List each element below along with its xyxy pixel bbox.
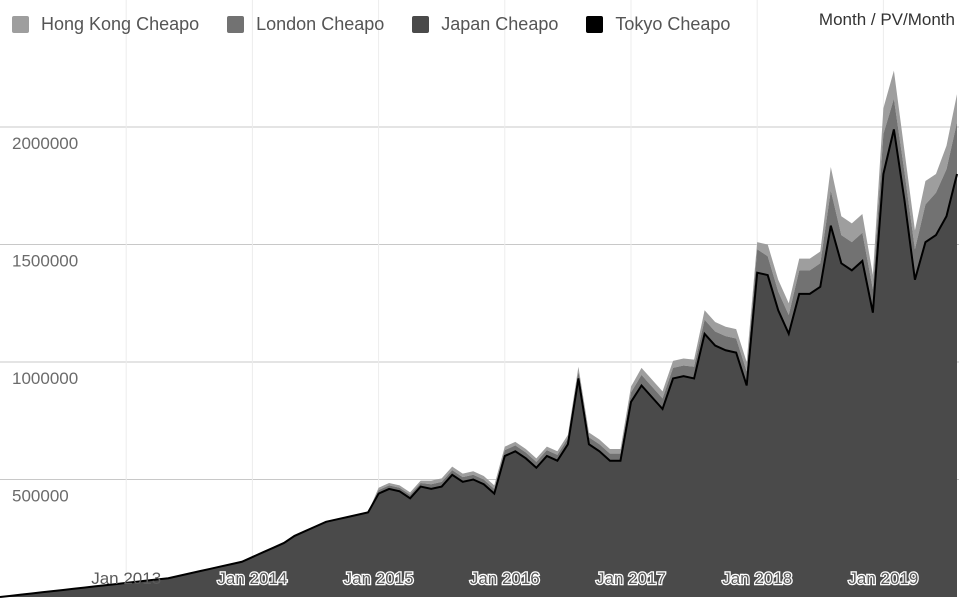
legend-item-hong-kong-cheapo[interactable]: Hong Kong Cheapo bbox=[12, 14, 199, 35]
series-areas bbox=[0, 70, 958, 598]
x-axis-tick-labels: Jan 2013 Jan 2014 Jan 2015 Jan 2016 Jan 2017… bbox=[91, 568, 919, 590]
y-tick-label-2: 1500000 bbox=[12, 252, 78, 271]
line-tokyo-cheapo bbox=[0, 129, 958, 598]
x-tick-label-2: Jan 2015 bbox=[344, 569, 414, 588]
area-tokyo-cheapo-fill bbox=[0, 129, 957, 597]
y-tick-label-1: 1000000 bbox=[12, 369, 78, 388]
legend-swatch-japan-cheapo bbox=[412, 16, 430, 33]
x-tick-label-6: Jan 2019 bbox=[848, 569, 918, 588]
x-tick-label-1: Jan 2014 bbox=[217, 569, 287, 588]
x-tick-label-5: Jan 2018 bbox=[722, 569, 792, 588]
legend-item-japan-cheapo[interactable]: Japan Cheapo bbox=[412, 14, 558, 35]
legend-swatch-london-cheapo bbox=[227, 16, 245, 33]
y-tick-label-0: 500000 bbox=[12, 487, 69, 506]
x-tick-label-0: Jan 2013 bbox=[91, 569, 161, 588]
unit-label: Month / PV/Month bbox=[818, 10, 955, 29]
legend-swatch-tokyo-cheapo bbox=[586, 16, 604, 33]
legend-label-tokyo-cheapo: Tokyo Cheapo bbox=[615, 14, 731, 34]
legend-item-tokyo-cheapo[interactable]: Tokyo Cheapo bbox=[586, 14, 730, 35]
legend-swatch-hong-kong-cheapo bbox=[12, 16, 29, 33]
y-axis-tick-labels: 500000 1000000 1500000 2000000 bbox=[12, 134, 78, 506]
legend-item-london-cheapo[interactable]: London Cheapo bbox=[227, 14, 384, 35]
legend-label-japan-cheapo: Japan Cheapo bbox=[441, 14, 559, 34]
x-tick-label-4: Jan 2017 bbox=[596, 569, 666, 588]
x-tick-label-3: Jan 2016 bbox=[470, 569, 540, 588]
y-tick-label-3: 2000000 bbox=[12, 134, 78, 153]
legend: Hong Kong Cheapo London Cheapo Japan Che… bbox=[12, 14, 758, 35]
legend-label-hong-kong-cheapo: Hong Kong Cheapo bbox=[41, 14, 200, 34]
legend-label-london-cheapo: London Cheapo bbox=[256, 14, 385, 34]
